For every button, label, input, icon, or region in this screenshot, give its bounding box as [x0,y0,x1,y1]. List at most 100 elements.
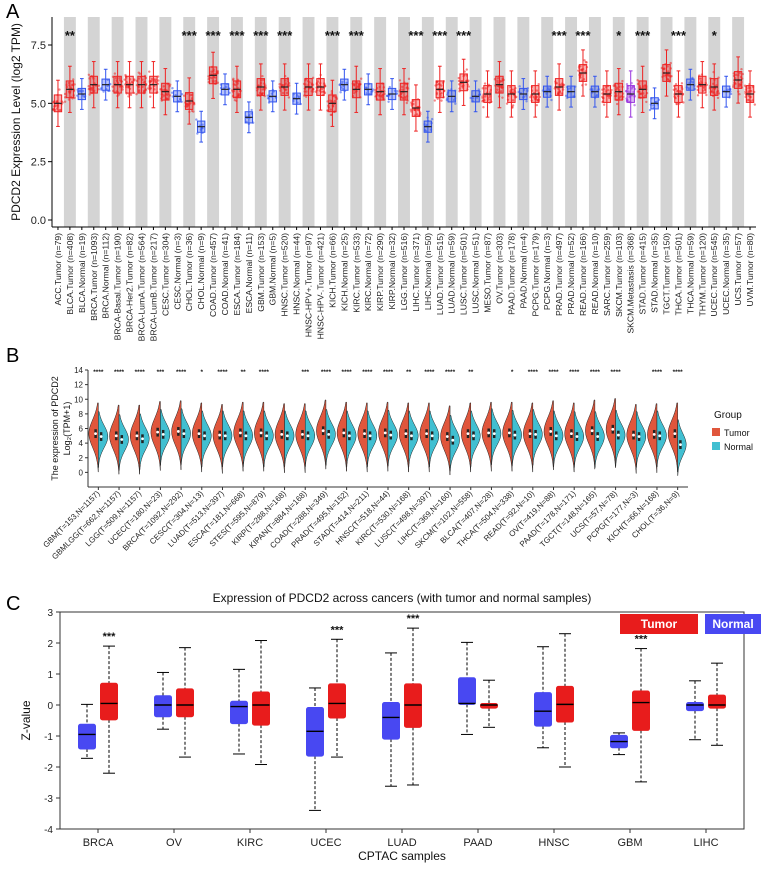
legend-swatch-normal [712,442,720,450]
data-point [753,103,757,106]
x-axis-label: CPTAC samples [358,849,446,863]
y-axis-label: Z-value [19,700,33,740]
data-point [281,91,285,95]
chart-title: Expression of PDCD2 across cancers (with… [213,591,592,605]
data-point [87,85,90,88]
data-point [166,92,169,96]
significance-mark: **** [445,369,456,376]
tumor-violin [667,402,678,473]
normal-violin [656,410,667,468]
data-point [738,71,741,75]
data-point [680,82,684,85]
data-point [666,70,670,73]
data-point [501,96,504,99]
band [588,17,601,227]
data-point [284,82,288,85]
data-point [210,76,213,80]
significance-mark: *** [349,28,365,43]
tumor-violin [254,401,265,472]
x-tick-label: LUSC.Normal (n=51) [471,233,481,314]
normal-median [285,434,289,438]
normal-median [244,434,248,438]
x-tick-label: STAD.Tumor (n=415) [638,233,648,315]
tumor-median [487,431,491,435]
x-tick-label: BRCA [83,837,114,849]
data-point [214,79,217,83]
data-point [401,85,404,89]
data-point [747,94,750,97]
data-point [608,96,611,100]
significance-mark: **** [259,369,270,376]
legend-title: Group [714,410,742,421]
x-tick-label: LIHC [693,837,718,849]
tumor-median [135,434,139,438]
data-point [341,80,344,84]
significance-mark: *** [301,369,309,376]
tumor-violin [357,402,368,473]
data-point [496,79,499,83]
tumor-median [238,431,242,435]
x-tick-label: BRCA-LumB.Tumor (n=217) [148,233,158,341]
data-point [397,94,401,97]
data-point [488,91,492,94]
data-point [162,85,166,88]
data-point [565,94,568,98]
x-tick-label: BLCA.Tumor (n=408) [65,233,75,315]
tumor-violin [626,404,637,474]
tumor-median [280,432,284,436]
data-point [395,89,399,93]
normal-median [327,432,331,436]
significance-mark: **** [590,369,601,376]
data-point [264,86,267,90]
data-point [496,81,500,85]
x-tick-label: BRCA-Her2.Tumor (n=82) [125,233,135,333]
x-tick-label: STAD.Normal (n=35) [650,233,660,313]
data-point [481,100,484,103]
tumor-box [100,682,118,721]
data-point [237,92,240,96]
normal-median [161,432,165,436]
data-point [201,123,204,126]
x-tick-label: OV.Tumor (n=303) [494,233,504,304]
x-tick-label: HNSC.Tumor (n=520) [280,233,290,317]
normal-violin [387,409,398,467]
significance-mark: *** [103,631,117,643]
tumor-median [466,432,470,436]
data-point [734,73,738,77]
data-point [409,108,413,111]
normal-violin [160,409,171,466]
data-point [305,90,308,93]
tumor-violin [647,403,658,473]
tumor-violin [523,402,534,473]
normal-median [637,435,641,438]
data-point [483,82,487,85]
data-point [162,89,165,92]
data-point [580,68,583,71]
band [302,17,315,227]
data-point [339,91,342,94]
tumor-median [507,431,511,435]
x-tick-label: PAAD [463,837,492,849]
tumor-violin [316,399,327,470]
band [230,17,243,227]
significance-mark: *** [635,634,649,646]
data-point [135,92,138,96]
data-point [499,90,503,93]
data-point [511,91,515,94]
data-point [457,76,460,80]
data-point [645,100,648,104]
band [565,17,578,227]
y-tick-label: -3 [44,794,53,805]
data-point [467,85,470,88]
y-axis-label-unit: Log₂(TPM+1) [62,402,72,456]
data-point [320,87,324,91]
normal-median [120,438,124,441]
x-tick-label: UVM.Tumor (n=80) [745,233,755,307]
tumor-violin [543,400,554,471]
legend-label-normal: Normal [712,617,753,631]
normal-violin [532,409,543,466]
legend-label-tumor: Tumor [641,617,678,631]
data-point [481,96,484,100]
data-point [445,98,449,102]
x-tick-label: SKCM.Metastasis (n=368) [626,233,636,334]
